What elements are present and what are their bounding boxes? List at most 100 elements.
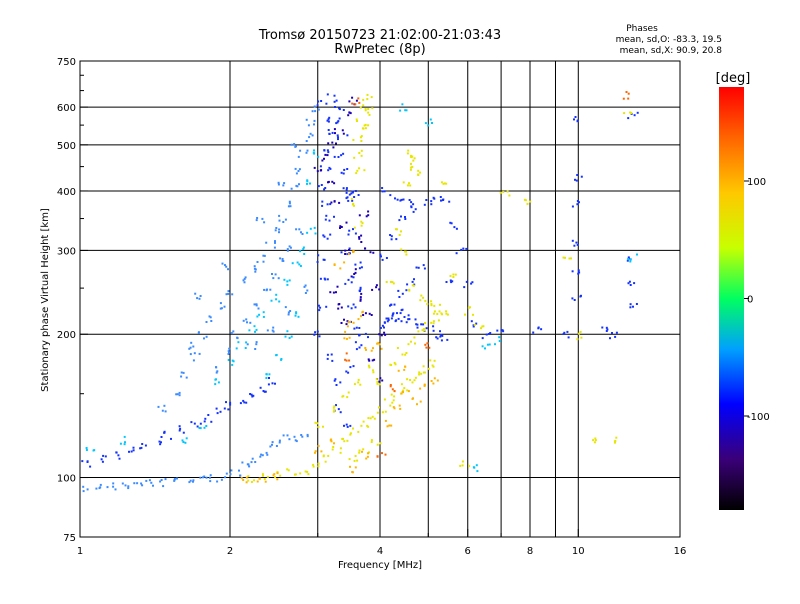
- data-point: [219, 307, 222, 310]
- data-point: [223, 407, 226, 410]
- data-point: [244, 276, 247, 279]
- data-point: [358, 451, 361, 454]
- data-point: [419, 400, 422, 403]
- data-point: [390, 424, 393, 427]
- data-point: [340, 322, 343, 324]
- data-point: [408, 182, 410, 185]
- data-point: [355, 326, 358, 329]
- data-point: [372, 369, 375, 372]
- data-point: [389, 385, 392, 388]
- data-point: [327, 118, 330, 121]
- data-point: [359, 296, 362, 299]
- data-point: [262, 260, 265, 263]
- y-tick-label: 400: [57, 187, 76, 198]
- data-point: [238, 469, 240, 472]
- data-point: [489, 332, 492, 334]
- data-point: [339, 451, 342, 454]
- data-point: [345, 359, 348, 362]
- data-point: [263, 254, 266, 257]
- data-point: [255, 303, 258, 306]
- data-point: [225, 472, 228, 475]
- data-point: [330, 440, 333, 443]
- data-point: [393, 361, 396, 364]
- data-point: [288, 279, 291, 282]
- data-point: [432, 312, 435, 315]
- data-point: [355, 172, 358, 175]
- data-point: [342, 172, 345, 175]
- data-point: [270, 299, 273, 302]
- data-point: [395, 319, 398, 322]
- data-point: [328, 219, 331, 222]
- data-point: [314, 110, 317, 113]
- data-point: [283, 278, 286, 281]
- data-point: [627, 258, 630, 261]
- data-point: [423, 371, 426, 374]
- data-point: [237, 341, 240, 344]
- data-point: [369, 417, 372, 420]
- data-point: [438, 310, 441, 313]
- data-point: [346, 325, 349, 328]
- data-point: [345, 352, 348, 355]
- data-point: [301, 233, 304, 235]
- data-point: [395, 238, 398, 241]
- data-point: [256, 217, 259, 219]
- data-point: [306, 231, 309, 234]
- data-point: [421, 329, 424, 332]
- data-point: [442, 199, 444, 201]
- scatter-points: [81, 91, 639, 493]
- data-point: [481, 345, 484, 348]
- data-point: [358, 289, 361, 292]
- data-point: [430, 300, 433, 303]
- data-point: [431, 122, 433, 124]
- data-point: [416, 403, 418, 406]
- data-point: [330, 353, 333, 356]
- data-point: [231, 293, 234, 296]
- data-point: [215, 371, 218, 374]
- data-point: [464, 313, 466, 316]
- data-point: [240, 477, 243, 480]
- data-point: [331, 448, 334, 451]
- data-point: [320, 184, 323, 186]
- data-point: [275, 298, 278, 301]
- data-point: [353, 383, 356, 386]
- data-point: [277, 181, 280, 184]
- data-point: [413, 379, 416, 382]
- data-point: [141, 484, 144, 487]
- data-point: [274, 240, 276, 243]
- colorbar-tick-label: -100: [747, 412, 770, 423]
- data-point: [339, 267, 342, 270]
- data-point: [225, 265, 228, 268]
- data-point: [627, 97, 630, 100]
- data-point: [250, 481, 253, 483]
- data-point: [333, 128, 336, 131]
- data-point: [337, 138, 339, 141]
- data-point: [364, 109, 367, 112]
- data-point: [205, 425, 208, 427]
- data-point: [132, 446, 135, 449]
- data-point: [422, 323, 425, 326]
- data-point: [573, 244, 576, 247]
- data-point: [433, 359, 436, 362]
- y-axis-label: Stationary phase Virtual Height [km]: [40, 208, 51, 392]
- data-point: [407, 390, 410, 393]
- data-point: [360, 154, 363, 157]
- data-point: [482, 325, 485, 328]
- data-point: [261, 473, 264, 476]
- data-point: [627, 256, 630, 259]
- data-point: [334, 106, 336, 108]
- data-point: [262, 311, 265, 314]
- data-point: [439, 303, 441, 306]
- data-point: [314, 331, 317, 334]
- data-point: [291, 262, 294, 265]
- data-point: [242, 479, 245, 481]
- data-point: [537, 326, 540, 329]
- data-point: [317, 108, 320, 111]
- data-point: [288, 438, 291, 441]
- data-point: [297, 170, 300, 172]
- data-point: [364, 127, 367, 130]
- data-point: [336, 134, 339, 137]
- data-point: [337, 120, 340, 123]
- data-point: [347, 305, 350, 308]
- data-point: [400, 198, 403, 201]
